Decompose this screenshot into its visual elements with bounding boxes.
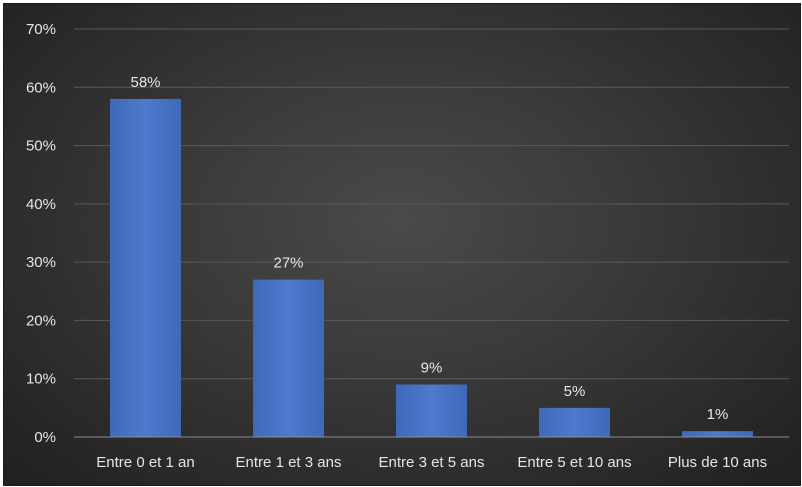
y-tick-label: 60% bbox=[26, 79, 56, 96]
bar-chart: 0% 10% 20% 30% 40% 50% 60% 70% 58% 27% 9% 5% 1% Ent… bbox=[26, 21, 789, 471]
x-category-label: Entre 5 et 10 ans bbox=[517, 454, 631, 471]
y-tick-label: 40% bbox=[26, 196, 56, 213]
bar-data-label: 27% bbox=[273, 255, 303, 272]
y-tick-label: 70% bbox=[26, 21, 56, 38]
y-tick-label: 20% bbox=[26, 312, 56, 329]
y-tick-label: 10% bbox=[26, 371, 56, 388]
y-axis-tick-labels: 0% 10% 20% 30% 40% 50% 60% 70% bbox=[26, 21, 56, 446]
x-category-label: Entre 0 et 1 an bbox=[96, 454, 194, 471]
y-tick-label: 30% bbox=[26, 254, 56, 271]
bar bbox=[110, 98, 181, 437]
bars bbox=[110, 98, 753, 437]
bar bbox=[539, 407, 610, 437]
y-tick-label: 0% bbox=[34, 429, 56, 446]
chart-frame: 0% 10% 20% 30% 40% 50% 60% 70% 58% 27% 9% 5% 1% Ent… bbox=[3, 3, 801, 486]
x-category-label: Entre 3 et 5 ans bbox=[379, 454, 485, 471]
x-category-label: Entre 1 et 3 ans bbox=[236, 454, 342, 471]
bar bbox=[396, 384, 467, 437]
x-axis-category-labels: Entre 0 et 1 an Entre 1 et 3 ans Entre 3 e… bbox=[96, 454, 767, 471]
gridlines bbox=[74, 28, 789, 380]
data-labels: 58% 27% 9% 5% 1% bbox=[130, 74, 728, 423]
bar-data-label: 58% bbox=[130, 74, 160, 91]
x-category-label: Plus de 10 ans bbox=[668, 454, 767, 471]
y-tick-label: 50% bbox=[26, 138, 56, 155]
bar bbox=[682, 431, 753, 437]
bar bbox=[253, 279, 324, 437]
bar-data-label: 5% bbox=[564, 383, 586, 400]
bar-data-label: 9% bbox=[421, 360, 443, 377]
bar-data-label: 1% bbox=[707, 406, 729, 423]
